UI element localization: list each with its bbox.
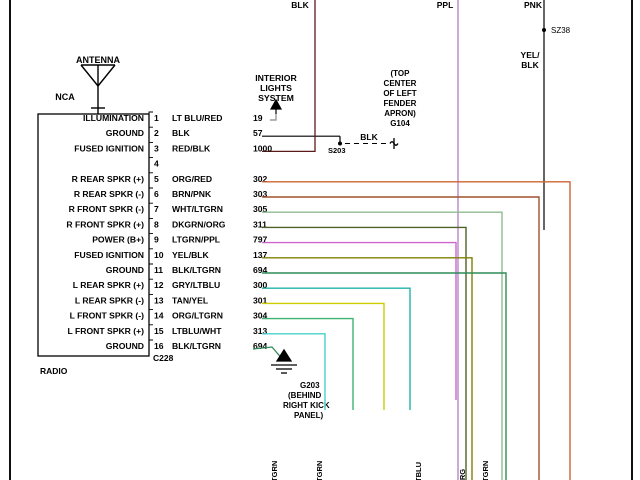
svg-text:LTGRN: LTGRN — [481, 461, 490, 480]
svg-text:ORG: ORG — [458, 469, 467, 480]
svg-text:LTGRN: LTGRN — [315, 461, 324, 480]
svg-text:LTGRN: LTGRN — [270, 461, 279, 480]
svg-text:LTBLU: LTBLU — [414, 462, 423, 480]
